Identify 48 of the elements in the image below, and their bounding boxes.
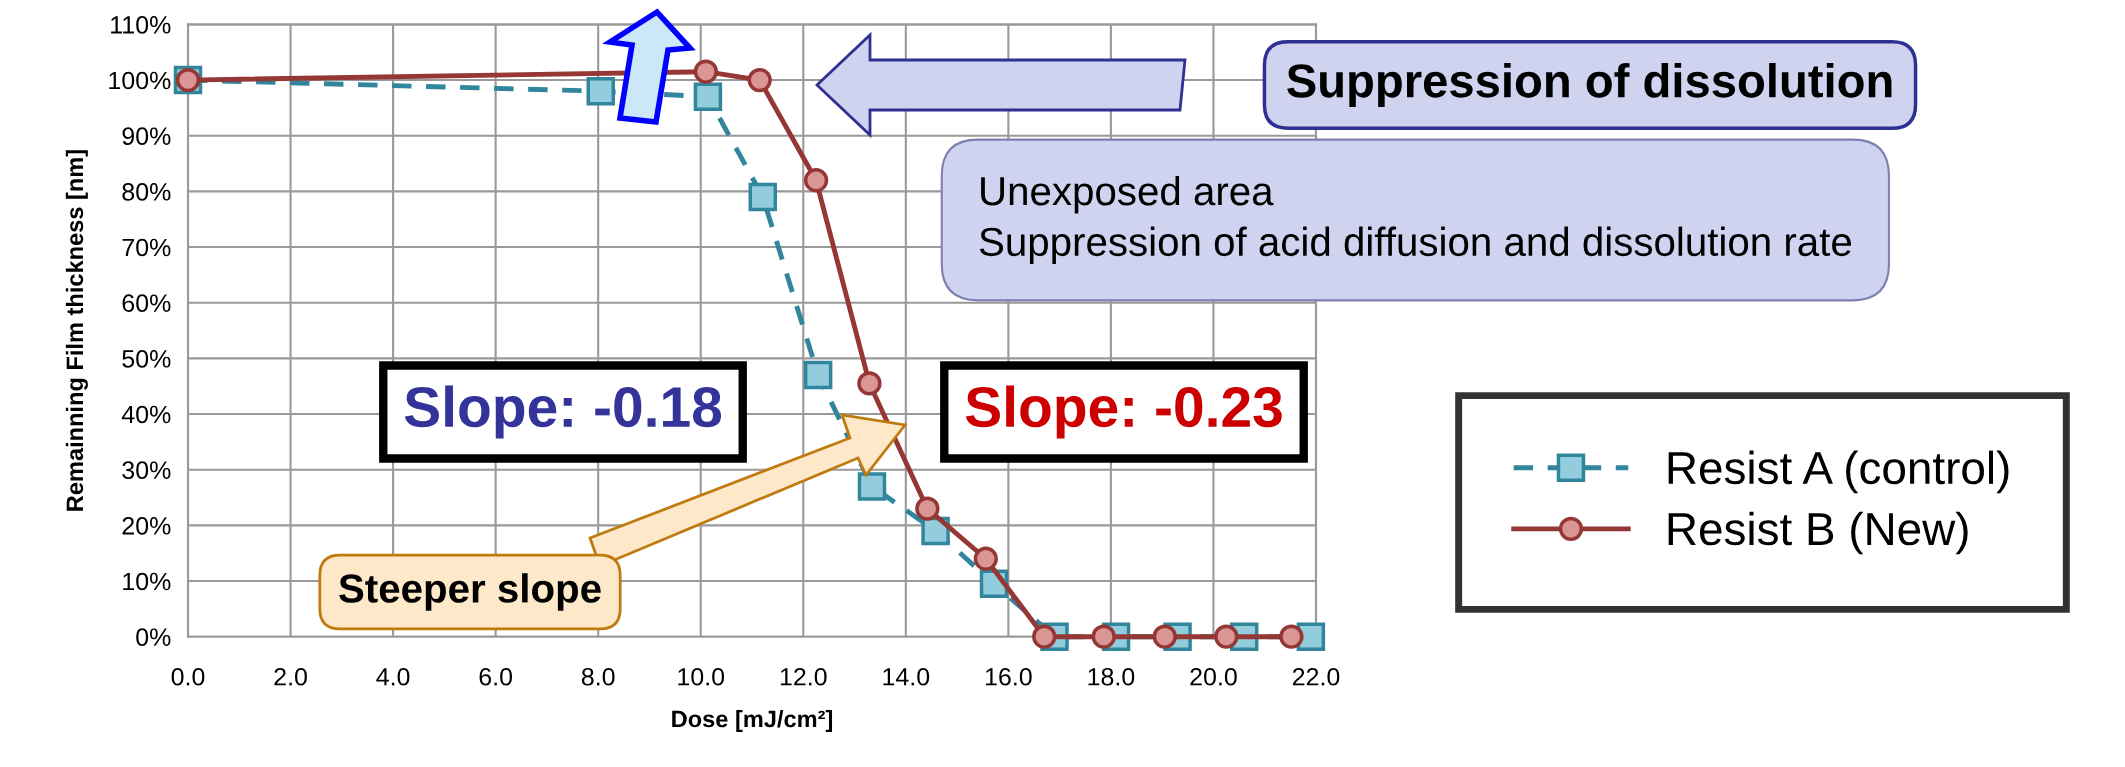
annotation: Unexposed area Suppression of acid diffusion and dissolution rate (979, 175, 1851, 265)
point (1152, 624, 1177, 649)
y-tick-label: 10% (123, 572, 171, 591)
point (586, 76, 615, 106)
x-tick-label: 22.0 (1292, 667, 1340, 686)
y-tick-label: 50% (122, 349, 171, 368)
y-tick-label: 90% (122, 127, 171, 146)
y-tick-label: 20% (122, 516, 171, 535)
point (973, 546, 998, 571)
point (1032, 624, 1057, 649)
x-axis-title: Dose [mJ/cm²] (672, 710, 833, 733)
point (803, 360, 833, 390)
x-tick-label: 2.0 (274, 667, 307, 686)
point (693, 82, 723, 111)
point (1279, 624, 1304, 649)
annotation: Slope: -0.18 (404, 385, 722, 439)
legend-label: Resist A (control) (1668, 450, 2009, 494)
point (803, 168, 829, 193)
y-tick-label: 80% (122, 182, 171, 201)
x-tick-label: 20.0 (1190, 667, 1237, 686)
legend-label: Resist B (New) (1668, 511, 1968, 555)
y-tick-label: 0% (136, 628, 171, 646)
x-tick-label: 0.0 (171, 667, 205, 686)
x-tick-label: 6.0 (479, 667, 513, 686)
point (915, 496, 940, 521)
x-tick-label: 4.0 (376, 667, 410, 686)
y-tick-label: 70% (122, 238, 171, 257)
y-tick-label: 60% (122, 294, 171, 313)
annotation: Slope: -0.23 (965, 385, 1282, 439)
x-tick-label: 8.0 (581, 667, 615, 686)
y-axis-title: Remainning Film thickness [nm] (65, 150, 88, 511)
x-tick-label: 10.0 (678, 667, 725, 686)
point (857, 371, 882, 396)
point (748, 182, 778, 212)
annotation: Steeper slope (339, 573, 601, 611)
x-tick-label: 18.0 (1088, 667, 1135, 686)
x-tick-label: 12.0 (780, 667, 827, 686)
x-tick-label: 16.0 (985, 667, 1032, 686)
y-tick-label: 110% (111, 16, 171, 34)
y-tick-label: 30% (122, 461, 171, 480)
point (693, 59, 719, 84)
point (857, 472, 887, 501)
point (1214, 624, 1239, 649)
x-tick-label: 14.0 (883, 667, 930, 686)
point (747, 67, 772, 93)
y-tick-label: 100% (109, 71, 171, 90)
annotation: Suppression of dissolution (1287, 62, 1892, 108)
y-tick-label: 40% (121, 405, 171, 424)
